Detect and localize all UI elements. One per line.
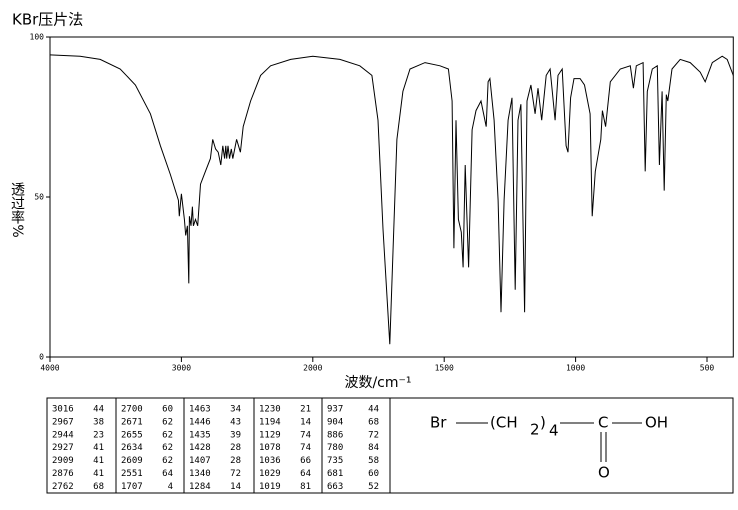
peak-transmittance: 28 (230, 456, 241, 466)
peak-wavenumber: 1407 (189, 456, 211, 466)
peak-wavenumber: 886 (327, 430, 343, 440)
peak-transmittance: 62 (162, 417, 173, 427)
peak-wavenumber: 1340 (189, 469, 211, 479)
spectrum-line (49, 54, 734, 345)
peak-wavenumber: 2634 (121, 443, 143, 453)
peak-transmittance: 68 (368, 417, 379, 427)
x-tick-label: 1500 (435, 364, 454, 373)
x-tick-label: 2000 (303, 364, 322, 373)
group: (CH (490, 414, 518, 432)
peak-wavenumber: 1078 (259, 443, 281, 453)
x-tick-label: 3000 (172, 364, 191, 373)
peak-wavenumber: 937 (327, 405, 343, 415)
group: ) (540, 414, 546, 432)
atom: OH (645, 414, 668, 432)
peak-transmittance: 39 (230, 430, 241, 440)
peak-wavenumber: 1194 (259, 417, 281, 427)
y-axis-label: 透过率% (9, 182, 25, 237)
peak-wavenumber: 1230 (259, 405, 281, 415)
peak-transmittance: 41 (93, 443, 104, 453)
peak-wavenumber: 2700 (121, 405, 143, 415)
peak-transmittance: 62 (162, 430, 173, 440)
peak-transmittance: 60 (162, 405, 173, 415)
peak-transmittance: 84 (368, 443, 379, 453)
subscript: 2 (530, 421, 540, 439)
peak-transmittance: 41 (93, 469, 104, 479)
peak-wavenumber: 2876 (52, 469, 74, 479)
peak-transmittance: 14 (230, 482, 241, 492)
atom: O (598, 464, 610, 482)
peak-transmittance: 44 (368, 405, 379, 415)
peak-transmittance: 62 (162, 443, 173, 453)
plot-frame (49, 36, 734, 358)
peak-wavenumber: 1029 (259, 469, 281, 479)
peak-wavenumber: 681 (327, 469, 343, 479)
peak-wavenumber: 1707 (121, 482, 143, 492)
x-tick-label: 500 (700, 364, 715, 373)
peak-wavenumber: 1019 (259, 482, 281, 492)
structure: Br (CH 2 ) 4 C OH O (430, 414, 668, 482)
peak-wavenumber: 2944 (52, 430, 74, 440)
peak-transmittance: 23 (93, 430, 104, 440)
x-tick-label: 4000 (40, 364, 59, 373)
peak-transmittance: 28 (230, 443, 241, 453)
atom: C (598, 414, 608, 432)
peak-wavenumber: 735 (327, 456, 343, 466)
peak-transmittance: 52 (368, 482, 379, 492)
peak-transmittance: 72 (230, 469, 241, 479)
peak-transmittance: 74 (300, 443, 311, 453)
peak-transmittance: 4 (168, 482, 173, 492)
peak-wavenumber: 2909 (52, 456, 74, 466)
y-tick-label: 0 (39, 353, 44, 362)
peak-wavenumber: 1284 (189, 482, 211, 492)
peak-transmittance: 34 (230, 405, 241, 415)
peak-wavenumber: 2762 (52, 482, 74, 492)
peak-wavenumber: 2551 (121, 469, 143, 479)
peak-transmittance: 81 (300, 482, 311, 492)
peak-wavenumber: 3016 (52, 405, 74, 415)
peak-transmittance: 64 (300, 469, 311, 479)
peak-transmittance: 64 (162, 469, 173, 479)
peak-wavenumber: 1036 (259, 456, 281, 466)
peak-wavenumber: 1463 (189, 405, 211, 415)
peak-transmittance: 66 (300, 456, 311, 466)
peak-wavenumber: 2671 (121, 417, 143, 427)
peak-wavenumber: 2655 (121, 430, 143, 440)
peak-wavenumber: 1435 (189, 430, 211, 440)
peak-wavenumber: 2609 (121, 456, 143, 466)
peak-wavenumber: 904 (327, 417, 343, 427)
peak-transmittance: 58 (368, 456, 379, 466)
y-tick-label: 50 (34, 193, 44, 202)
subscript: 4 (549, 422, 559, 440)
x-tick-label: 1000 (566, 364, 585, 373)
peak-transmittance: 62 (162, 456, 173, 466)
peak-transmittance: 72 (368, 430, 379, 440)
x-axis-label: 波数/cm⁻¹ (344, 375, 411, 391)
peak-transmittance: 38 (93, 417, 104, 427)
peak-wavenumber: 2927 (52, 443, 74, 453)
y-tick-label: 100 (30, 33, 45, 42)
peak-wavenumber: 1428 (189, 443, 211, 453)
peak-transmittance: 68 (93, 482, 104, 492)
peak-transmittance: 44 (93, 405, 104, 415)
peak-transmittance: 14 (300, 417, 311, 427)
peak-wavenumber: 663 (327, 482, 343, 492)
chart-title: KBr压片法 (12, 11, 83, 29)
peak-transmittance: 21 (300, 405, 311, 415)
peak-transmittance: 43 (230, 417, 241, 427)
peak-transmittance: 74 (300, 430, 311, 440)
peak-wavenumber: 780 (327, 443, 343, 453)
peak-transmittance: 60 (368, 469, 379, 479)
atom: Br (430, 414, 447, 432)
peak-transmittance: 41 (93, 456, 104, 466)
peak-wavenumber: 2967 (52, 417, 74, 427)
peak-wavenumber: 1129 (259, 430, 281, 440)
peak-wavenumber: 1446 (189, 417, 211, 427)
